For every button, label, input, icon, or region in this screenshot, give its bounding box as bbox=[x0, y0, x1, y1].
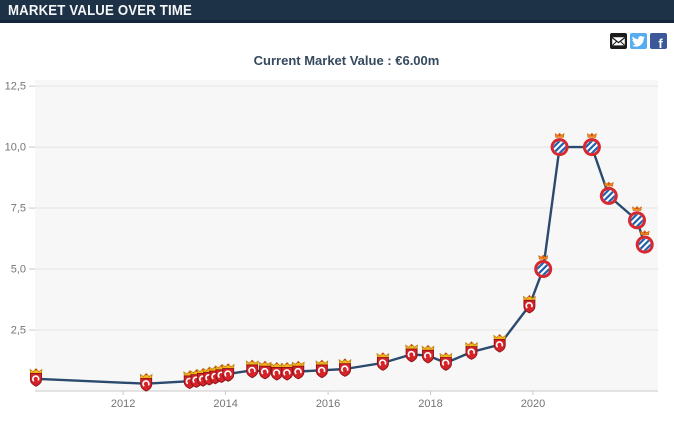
club-crest-shield-icon[interactable] bbox=[139, 372, 153, 392]
section-header-bar: MARKET VALUE OVER TIME bbox=[0, 0, 674, 23]
club-crest-shield-icon[interactable] bbox=[439, 351, 453, 372]
y-axis-tick-label: 12,5 bbox=[5, 81, 26, 93]
y-axis-tick-label: 10,0 bbox=[5, 142, 26, 154]
club-crest-shield-icon[interactable] bbox=[404, 343, 419, 363]
club-crest-shield-icon[interactable] bbox=[258, 360, 272, 380]
club-crest-shield-icon[interactable] bbox=[245, 359, 259, 379]
club-crest-shield-icon[interactable] bbox=[464, 340, 479, 361]
club-crest-shield-icon[interactable] bbox=[315, 359, 329, 379]
section-title: MARKET VALUE OVER TIME bbox=[8, 1, 193, 19]
club-crest-shield-icon[interactable] bbox=[221, 362, 235, 383]
email-icon bbox=[611, 37, 626, 46]
current-market-value-title: Current Market Value : €6.00m bbox=[253, 53, 440, 68]
x-axis-tick-label: 2020 bbox=[521, 398, 545, 410]
club-crest-shield-icon[interactable] bbox=[376, 351, 390, 372]
x-axis-tick-label: 2018 bbox=[418, 398, 442, 410]
y-axis-tick-label: 7,5 bbox=[11, 203, 26, 215]
x-axis-tick-label: 2012 bbox=[111, 398, 135, 410]
email-share-button[interactable] bbox=[610, 33, 627, 49]
facebook-share-button[interactable]: f bbox=[650, 33, 667, 51]
y-axis-tick-label: 2,5 bbox=[11, 325, 26, 337]
twitter-share-button[interactable] bbox=[630, 33, 647, 49]
y-axis-tick-label: 5,0 bbox=[11, 264, 26, 276]
share-buttons: f bbox=[610, 33, 667, 51]
plot-area bbox=[35, 80, 658, 391]
club-crest-shield-icon[interactable] bbox=[421, 344, 435, 364]
club-crest-shield-icon[interactable] bbox=[493, 333, 507, 353]
facebook-icon: f bbox=[658, 35, 663, 51]
club-crest-shield-icon[interactable] bbox=[338, 357, 352, 378]
club-crest-shield-icon[interactable] bbox=[280, 361, 294, 381]
club-crest-shield-icon[interactable] bbox=[270, 361, 284, 381]
club-crest-shield-icon[interactable] bbox=[291, 360, 305, 380]
twitter-icon bbox=[631, 36, 645, 47]
club-crest-shield-icon[interactable] bbox=[522, 294, 537, 314]
club-crest-shield-icon[interactable] bbox=[29, 367, 43, 387]
x-axis-tick-label: 2016 bbox=[316, 398, 340, 410]
x-axis-tick-label: 2014 bbox=[213, 398, 237, 410]
